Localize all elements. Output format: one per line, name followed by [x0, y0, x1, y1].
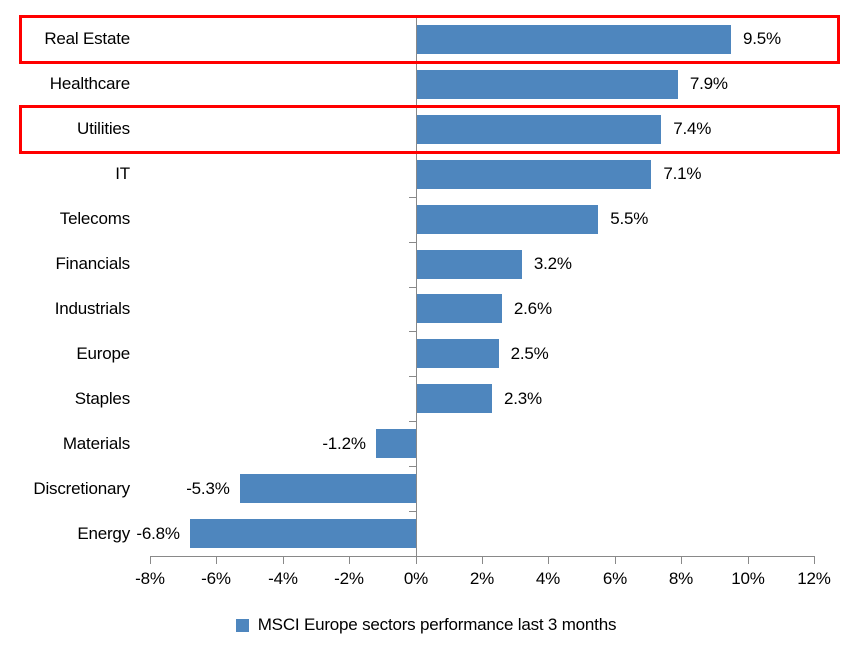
category-boundary-tick — [409, 376, 417, 377]
category-label: Telecoms — [59, 209, 130, 229]
bar — [375, 429, 416, 459]
x-axis-tick — [681, 556, 682, 564]
x-axis-tick-label: 6% — [602, 569, 628, 588]
x-axis-tick-label: -4% — [268, 569, 298, 588]
x-axis-tick-label: 8% — [668, 569, 694, 588]
legend-marker-icon — [235, 618, 249, 632]
category-label: Healthcare — [49, 74, 130, 94]
x-axis-tick-label: 4% — [535, 569, 561, 588]
x-axis-tick — [814, 556, 815, 564]
x-axis-tick-label: 12% — [797, 569, 831, 588]
category-boundary-tick — [409, 242, 417, 243]
category-label: Europe — [76, 343, 130, 363]
value-label: -6.8% — [136, 523, 180, 543]
value-label: 2.5% — [510, 343, 549, 363]
bar — [239, 474, 416, 504]
highlight-box-real-estate — [19, 15, 840, 64]
x-axis-tick-label: 0% — [403, 569, 429, 588]
category-label: Real Estate — [44, 29, 130, 49]
category-label: Industrials — [54, 298, 130, 318]
value-label: 3.2% — [533, 254, 572, 274]
highlight-box-utilities — [19, 105, 840, 154]
x-axis-tick — [283, 556, 284, 564]
x-axis-tick-label: 2% — [469, 569, 495, 588]
value-label: 5.5% — [610, 209, 649, 229]
value-label: 7.9% — [689, 74, 728, 94]
category-boundary-tick — [409, 466, 417, 467]
category-label: Financials — [55, 254, 130, 274]
x-axis-tick — [216, 556, 217, 564]
bar — [415, 384, 492, 414]
bar — [415, 24, 731, 54]
value-label: -1.2% — [322, 433, 366, 453]
category-boundary-tick — [409, 331, 417, 332]
y-axis-zero-line — [416, 17, 417, 556]
x-axis-tick-label: -8% — [135, 569, 165, 588]
value-label: 7.1% — [663, 164, 702, 184]
x-axis-tick — [482, 556, 483, 564]
x-axis-tick-label: 10% — [731, 569, 765, 588]
bar — [415, 294, 502, 324]
category-boundary-tick — [409, 511, 417, 512]
bar — [415, 204, 599, 234]
legend-label: MSCI Europe sectors performance last 3 m… — [257, 615, 617, 634]
x-axis-tick — [548, 556, 549, 564]
x-axis-tick — [615, 556, 616, 564]
x-axis-tick-label: -6% — [201, 569, 231, 588]
category-boundary-tick — [409, 287, 417, 288]
legend: MSCI Europe sectors performance last 3 m… — [0, 612, 852, 638]
value-label: 7.4% — [673, 119, 712, 139]
bar — [415, 339, 499, 369]
category-label: Discretionary — [33, 478, 130, 498]
category-label: Utilities — [77, 119, 130, 139]
bar — [415, 249, 522, 279]
x-axis-tick — [349, 556, 350, 564]
bar — [415, 159, 652, 189]
value-label: -5.3% — [186, 478, 230, 498]
value-label: 2.3% — [503, 388, 542, 408]
x-axis-tick-label: -2% — [334, 569, 364, 588]
value-label: 2.6% — [513, 298, 552, 318]
x-axis-tick — [416, 556, 417, 564]
bar — [189, 519, 416, 549]
category-boundary-tick — [409, 197, 417, 198]
x-axis-tick — [150, 556, 151, 564]
category-boundary-tick — [409, 421, 417, 422]
bar — [415, 114, 662, 144]
x-axis-tick — [748, 556, 749, 564]
value-label: 9.5% — [743, 29, 781, 49]
category-label: Energy — [77, 523, 130, 543]
category-label: IT — [115, 164, 130, 184]
category-label: Staples — [74, 388, 131, 408]
bar — [415, 69, 678, 99]
category-label: Materials — [62, 433, 130, 453]
